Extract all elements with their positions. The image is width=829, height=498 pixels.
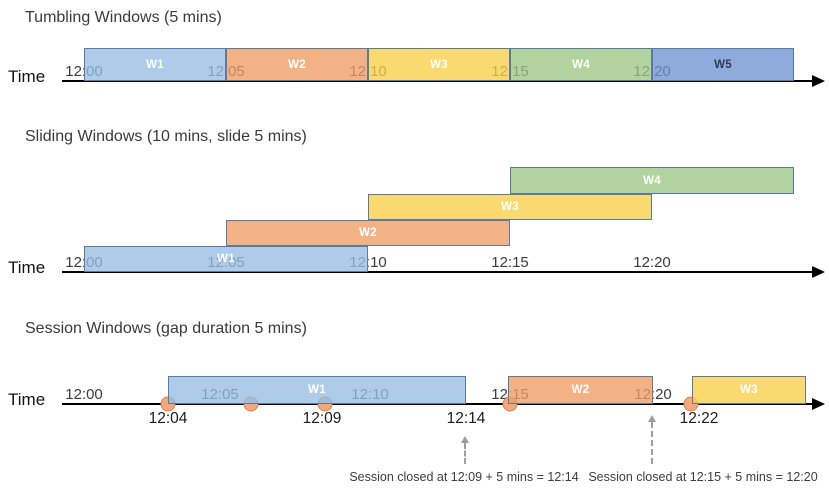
window-box-w3: W3 xyxy=(368,194,652,220)
axis-tick-label: 12:05 xyxy=(201,386,239,403)
event-dot xyxy=(683,396,699,412)
window-box-w1: W1 xyxy=(168,376,466,404)
event-time-label: 12:09 xyxy=(302,410,342,427)
time-axis-label: Time xyxy=(8,390,46,409)
window-label-w4: W4 xyxy=(572,58,590,71)
session-close-arrow xyxy=(648,415,656,464)
section-title: Tumbling Windows (5 mins) xyxy=(25,9,222,26)
axis-tick-label: 12:20 xyxy=(633,254,671,271)
time-axis-line xyxy=(62,403,812,405)
event-dot xyxy=(502,396,518,412)
window-label-w3: W3 xyxy=(740,384,758,396)
arrow-up-icon xyxy=(648,415,656,422)
window-label-w2: W2 xyxy=(359,227,377,239)
window-box-w1: W1 xyxy=(84,246,368,272)
window-box-w2: W2 xyxy=(226,48,368,81)
window-label-w1: W1 xyxy=(217,253,235,265)
time-axis-label: Time xyxy=(8,258,46,277)
window-box-w4: W4 xyxy=(510,167,794,194)
event-time-label: 12:04 xyxy=(148,410,188,427)
event-dot xyxy=(243,396,259,412)
axis-tick-label: 12:15 xyxy=(491,386,529,403)
window-box-w3: W3 xyxy=(692,376,806,404)
time-axis-line xyxy=(62,271,812,273)
window-box-w2: W2 xyxy=(508,376,653,404)
window-box-w3: W3 xyxy=(368,48,510,81)
window-label-w4: W4 xyxy=(643,174,661,187)
time-axis-label: Time xyxy=(8,67,46,86)
axis-tick-label: 12:10 xyxy=(349,63,387,80)
session-close-annotation: Session closed at 12:09 + 5 mins = 12:14 xyxy=(349,470,579,484)
axis-tick-label: 12:05 xyxy=(207,254,245,271)
section-title: Session Windows (gap duration 5 mins) xyxy=(25,320,307,337)
axis-tick-label: 12:10 xyxy=(351,386,389,403)
axis-tick-label: 12:00 xyxy=(65,386,103,403)
axis-tick-label: 12:20 xyxy=(634,386,672,403)
axis-tick-label: 12:15 xyxy=(491,254,529,271)
window-label-w2: W2 xyxy=(571,384,590,396)
window-box-w5: W5 xyxy=(652,48,794,81)
window-label-w5: W5 xyxy=(714,58,732,71)
axis-tick-label: 12:20 xyxy=(633,63,671,80)
event-time-label: 12:22 xyxy=(679,410,719,427)
window-box-w2: W2 xyxy=(226,220,510,246)
window-box-w4: W4 xyxy=(510,48,652,81)
axis-tick-label: 12:00 xyxy=(65,63,103,80)
event-dot xyxy=(317,396,333,412)
event-time-label: 12:14 xyxy=(446,410,486,427)
axis-tick-label: 12:10 xyxy=(349,254,387,271)
axis-tick-label: 12:00 xyxy=(65,254,103,271)
window-label-w1: W1 xyxy=(146,58,164,71)
window-label-w2: W2 xyxy=(288,58,306,71)
window-label-w1: W1 xyxy=(308,384,326,396)
time-axis-arrowhead-icon xyxy=(812,266,825,278)
time-axis-arrowhead-icon xyxy=(812,398,825,410)
window-box-w1: W1 xyxy=(84,48,226,81)
time-axis-arrowhead-icon xyxy=(812,75,825,87)
axis-tick-label: 12:05 xyxy=(207,63,245,80)
session-close-annotation: Session closed at 12:15 + 5 mins = 12:20 xyxy=(588,470,818,484)
time-axis-line xyxy=(62,80,812,82)
section-title: Sliding Windows (10 mins, slide 5 mins) xyxy=(25,128,307,145)
event-dot xyxy=(160,396,176,412)
session-close-arrow xyxy=(461,436,469,464)
arrow-up-icon xyxy=(461,436,469,443)
window-label-w3: W3 xyxy=(430,58,448,71)
axis-tick-label: 12:15 xyxy=(491,63,529,80)
window-label-w3: W3 xyxy=(501,201,519,213)
